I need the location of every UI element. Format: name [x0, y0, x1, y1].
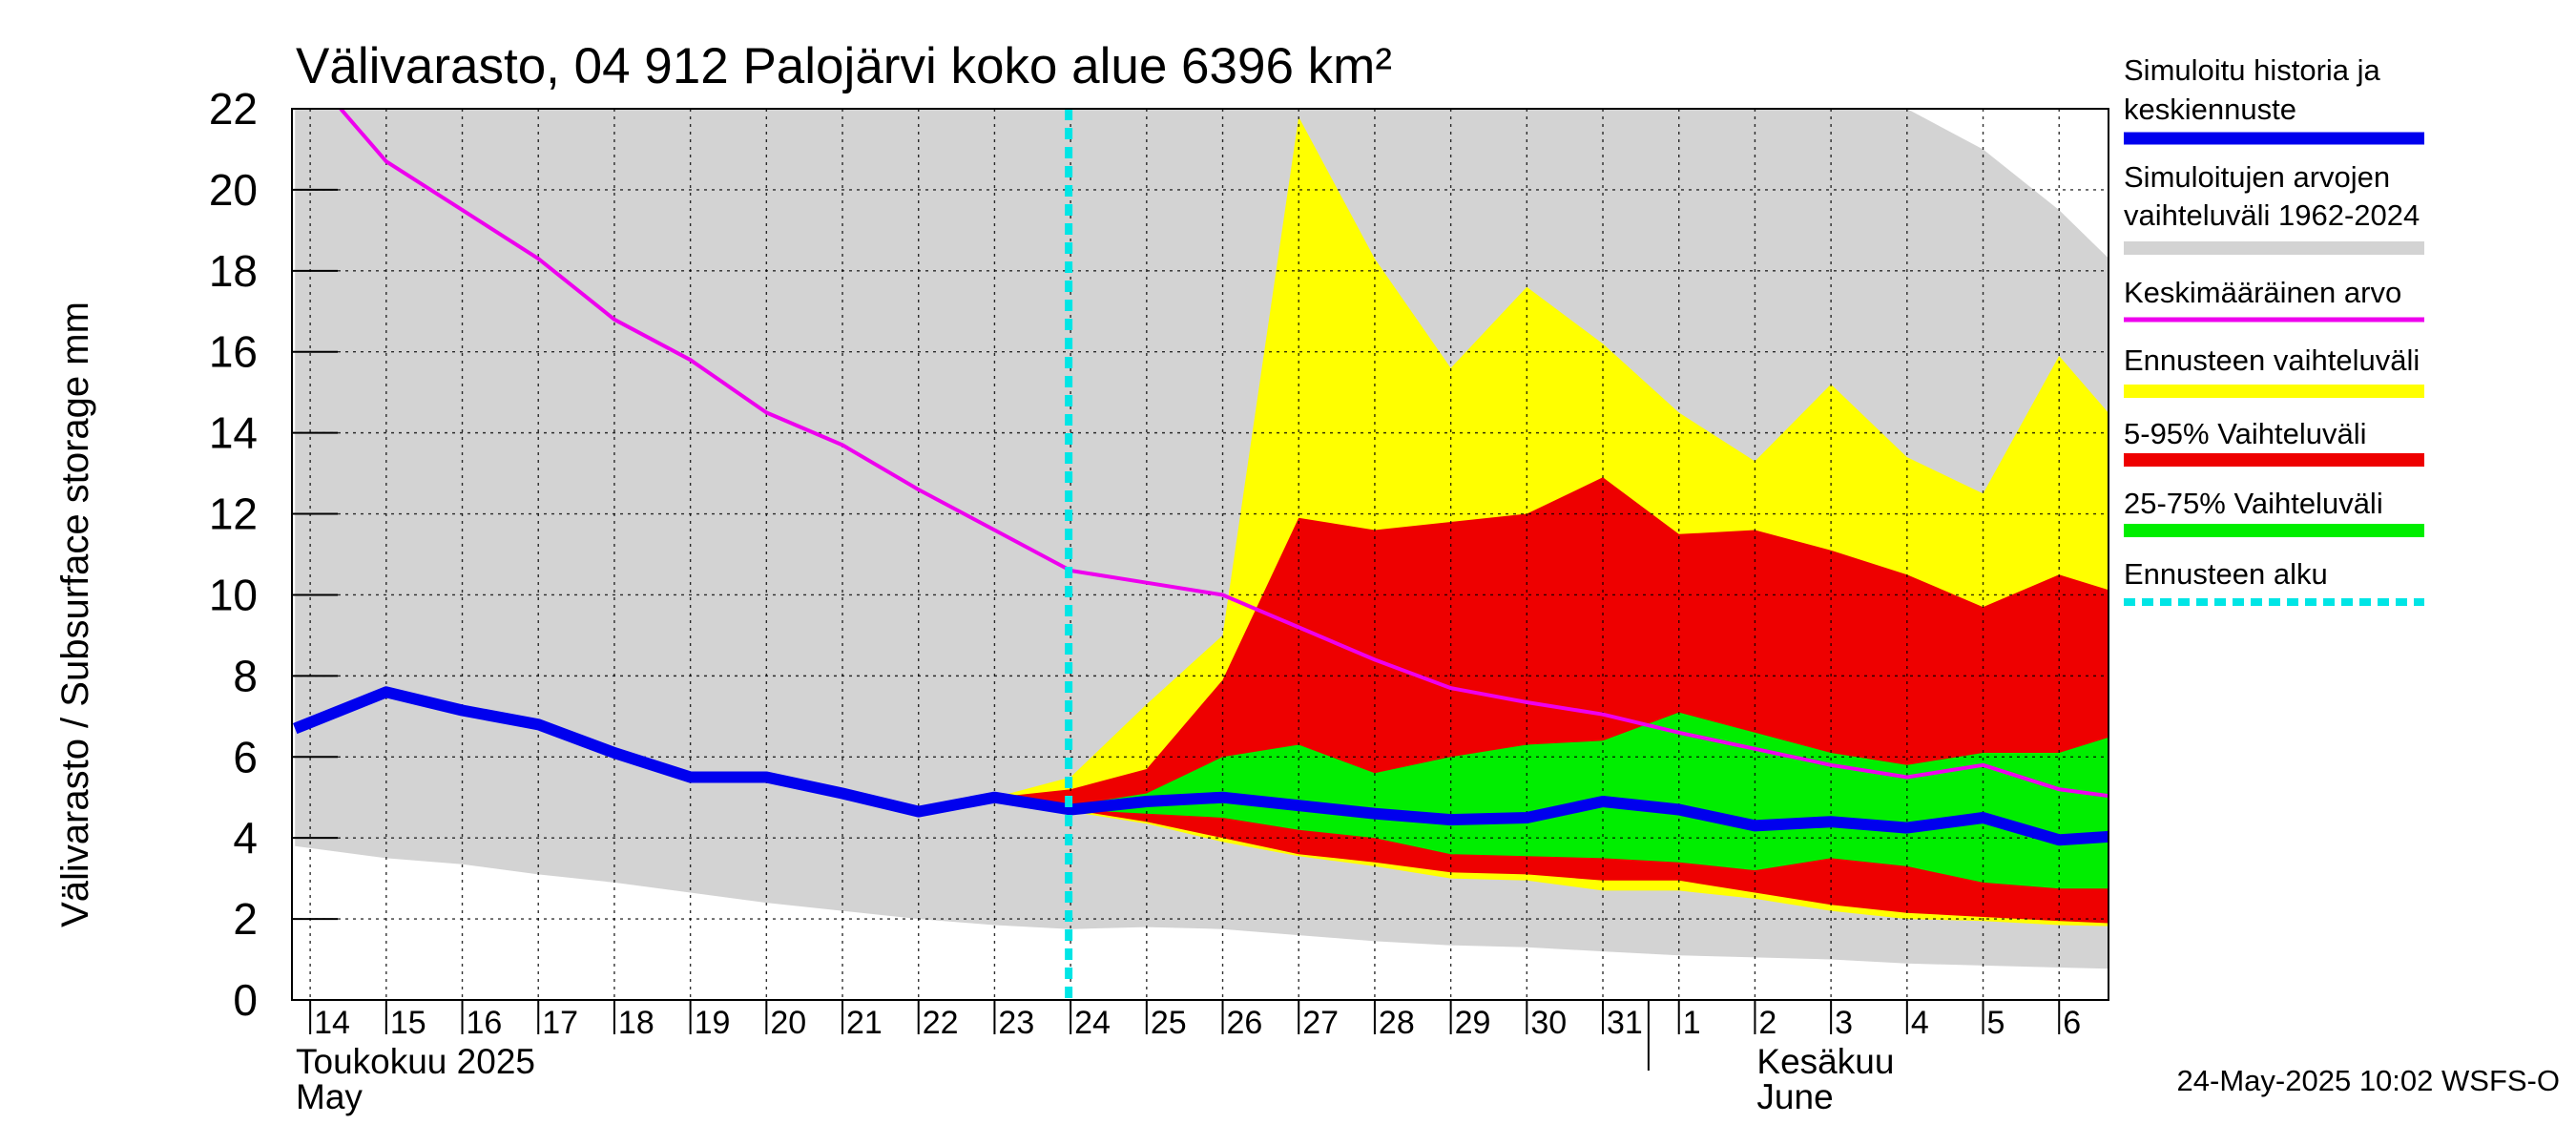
y-tick-label-16: 16	[209, 327, 258, 377]
legend-label-5-0: 25-75% Vaihteluväli	[2124, 487, 2383, 520]
legend-label-1-0: Simuloitujen arvojen	[2124, 160, 2390, 194]
legend-label-0-1: keskiennuste	[2124, 93, 2296, 126]
x-tick-label-6: 20	[770, 1005, 806, 1041]
y-tick-label-10: 10	[209, 570, 258, 619]
p25-75-band	[994, 712, 2109, 889]
grid-layer	[292, 109, 2109, 1000]
x-tick-label-18: 1	[1683, 1005, 1701, 1041]
y-axis-label: Välivarasto / Subsurface storage mm	[54, 302, 96, 927]
x-tick-label-23: 6	[2063, 1005, 2081, 1041]
x-tick-label-10: 24	[1074, 1005, 1111, 1041]
y-tick-label-18: 18	[209, 246, 258, 296]
month-sublabel-1: June	[1756, 1077, 1833, 1116]
month-sublabel-0: May	[296, 1077, 363, 1116]
simulated-line	[292, 686, 2109, 846]
legend: Simuloitu historia ja keskiennuste Simuloi…	[2124, 53, 2424, 606]
month-label-1: Kesäkuu	[1756, 1042, 1894, 1081]
y-tick-label-14: 14	[209, 408, 258, 458]
plot-border	[291, 108, 2109, 1001]
x-tick-label-20: 3	[1835, 1005, 1853, 1041]
plot-frame	[291, 108, 2109, 1001]
x-tick-label-1: 15	[390, 1005, 426, 1041]
legend-label-6-0: Ennusteen alku	[2124, 557, 2328, 591]
month-label-0: Toukokuu 2025	[296, 1042, 535, 1081]
y-tick-label-6: 6	[233, 732, 258, 781]
x-tick-label-13: 27	[1302, 1005, 1339, 1041]
x-tick-label-3: 17	[542, 1005, 578, 1041]
legend-label-1-1: vaihteluväli 1962-2024	[2124, 198, 2420, 232]
legend-label-0-0: Simuloitu historia ja	[2124, 53, 2381, 87]
x-tick-label-19: 2	[1758, 1005, 1776, 1041]
line-layer	[292, 109, 2109, 1000]
x-tick-label-2: 16	[467, 1005, 503, 1041]
y-tick-label-20: 20	[209, 165, 258, 215]
x-tick-label-5: 19	[695, 1005, 731, 1041]
x-tick-label-11: 25	[1151, 1005, 1187, 1041]
y-tick-label-4: 4	[233, 813, 258, 863]
legend-label-2-0: Keskimääräinen arvo	[2124, 276, 2401, 309]
y-tick-label-0: 0	[233, 975, 258, 1025]
legend-label-4-0: 5-95% Vaihteluväli	[2124, 417, 2366, 450]
x-tick-label-7: 21	[846, 1005, 883, 1041]
y-tick-label-8: 8	[233, 651, 258, 700]
y-tick-label-12: 12	[209, 489, 258, 539]
x-tick-label-0: 14	[314, 1005, 350, 1041]
x-tick-label-8: 22	[923, 1005, 959, 1041]
x-tick-label-15: 29	[1455, 1005, 1491, 1041]
band-layer	[295, 109, 2109, 969]
x-tick-label-14: 28	[1379, 1005, 1415, 1041]
x-tick-label-22: 5	[1987, 1005, 2005, 1041]
x-tick-label-12: 26	[1227, 1005, 1263, 1041]
y-tick-label-22: 22	[209, 84, 258, 134]
y-tick-label-2: 2	[233, 894, 258, 944]
x-tick-label-21: 4	[1911, 1005, 1929, 1041]
x-tick-label-17: 31	[1607, 1005, 1643, 1041]
chart-title: Välivarasto, 04 912 Palojärvi koko alue …	[296, 38, 1392, 94]
mean-line	[339, 109, 2109, 799]
x-tick-label-16: 30	[1530, 1005, 1567, 1041]
x-tick-label-9: 23	[998, 1005, 1034, 1041]
timestamp-footer: 24-May-2025 10:02 WSFS-O	[2177, 1064, 2560, 1097]
x-tick-label-4: 18	[618, 1005, 654, 1041]
legend-label-3-0: Ennusteen vaihteluväli	[2124, 344, 2420, 377]
